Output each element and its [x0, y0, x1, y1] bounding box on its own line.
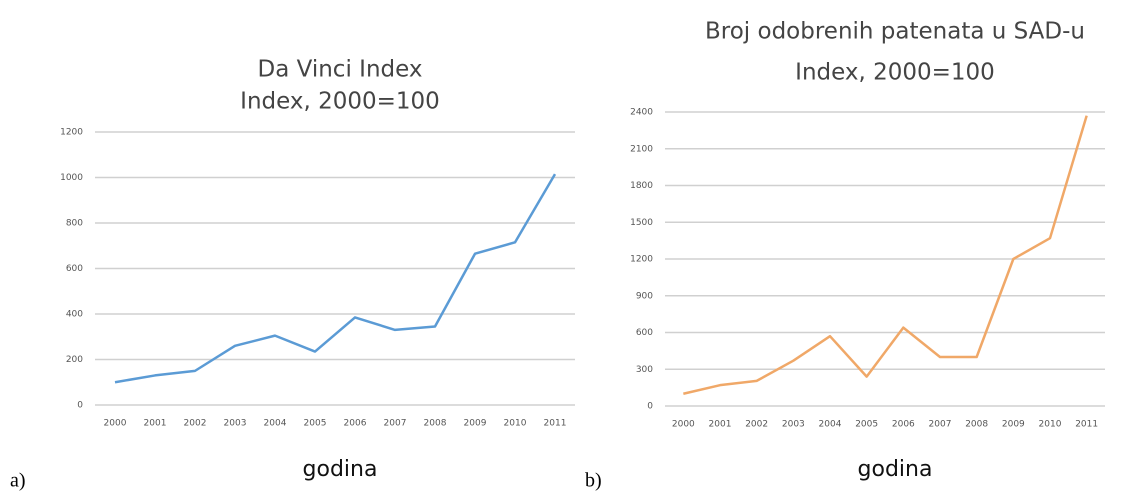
x-tick-label: 2003 [782, 420, 805, 430]
x-tick-label: 2011 [544, 419, 567, 429]
y-tick-label: 0 [647, 402, 653, 412]
chart-subtitle: Index, 2000=100 [795, 60, 995, 86]
x-tick-label: 2008 [965, 420, 988, 430]
chart-subtitle: Index, 2000=100 [240, 89, 440, 115]
x-tick-label: 2005 [855, 420, 878, 430]
y-tick-label: 300 [636, 365, 653, 375]
x-tick-label: 2000 [104, 419, 127, 429]
y-tick-label: 1500 [630, 218, 653, 228]
y-tick-label: 2400 [630, 108, 653, 118]
x-tick-label: 2009 [464, 419, 487, 429]
y-tick-label: 1000 [60, 173, 83, 183]
panel-label: b) [585, 470, 602, 492]
data-line [683, 115, 1088, 395]
x-tick-label: 2010 [504, 419, 527, 429]
x-tick-label: 2011 [1075, 420, 1098, 430]
chart-title: Da Vinci Index [258, 57, 423, 83]
x-tick-label: 2002 [745, 420, 768, 430]
x-tick-label: 2006 [892, 420, 915, 430]
x-tick-label: 2007 [384, 419, 407, 429]
x-axis-label: godina [303, 457, 378, 482]
y-tick-label: 0 [77, 401, 83, 411]
y-tick-label: 200 [66, 355, 83, 365]
chart-title: Broj odobrenih patenata u SAD-u [705, 19, 1085, 45]
x-tick-label: 2003 [224, 419, 247, 429]
x-tick-label: 2008 [424, 419, 447, 429]
x-tick-label: 2001 [144, 419, 167, 429]
y-tick-label: 600 [66, 264, 83, 274]
x-tick-label: 2007 [929, 420, 952, 430]
x-axis-label: godina [858, 457, 933, 482]
x-tick-label: 2009 [1002, 420, 1025, 430]
y-tick-label: 1200 [630, 255, 653, 265]
x-tick-label: 2004 [819, 420, 842, 430]
y-tick-label: 1800 [630, 181, 653, 191]
y-tick-label: 2100 [630, 144, 653, 154]
x-tick-label: 2010 [1039, 420, 1062, 430]
panel-label: a) [10, 470, 26, 492]
x-tick-label: 2001 [709, 420, 732, 430]
y-tick-label: 800 [66, 219, 83, 229]
x-tick-label: 2000 [672, 420, 695, 430]
x-tick-label: 2002 [184, 419, 207, 429]
x-tick-label: 2004 [264, 419, 287, 429]
x-tick-label: 2006 [344, 419, 367, 429]
x-tick-label: 2005 [304, 419, 327, 429]
y-tick-label: 600 [636, 328, 653, 338]
data-line [114, 173, 557, 384]
y-tick-label: 900 [636, 291, 653, 301]
y-tick-label: 400 [66, 310, 83, 320]
y-tick-label: 1200 [60, 128, 83, 138]
